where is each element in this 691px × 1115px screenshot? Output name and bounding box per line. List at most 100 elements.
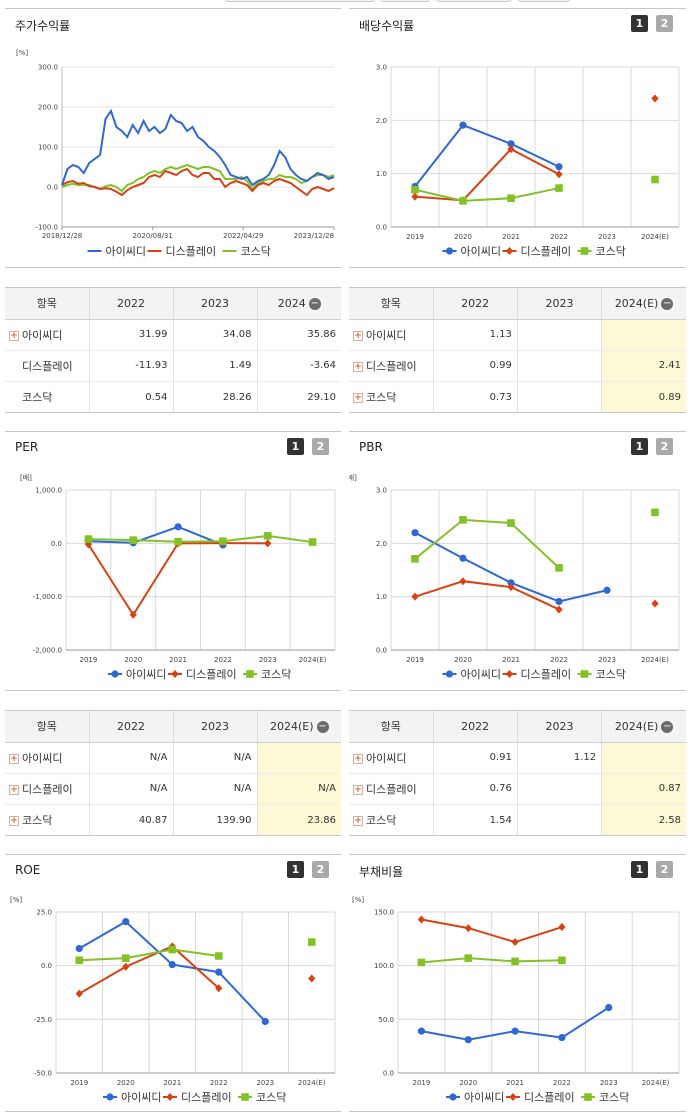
legend-label-kosdaq: 코스닥 xyxy=(599,1091,629,1104)
top-button-1[interactable] xyxy=(225,0,375,2)
toggle-2-button[interactable]: 2 xyxy=(312,861,329,878)
series-kosdaq xyxy=(411,508,659,572)
plus-icon[interactable]: + xyxy=(9,816,19,827)
data-point-display xyxy=(308,974,316,983)
plus-icon[interactable]: + xyxy=(353,361,363,372)
toggle-1-button[interactable]: 1 xyxy=(631,861,648,878)
table-row: + 아이씨디 1.13 xyxy=(349,318,686,351)
plus-icon[interactable]: + xyxy=(9,784,19,795)
data-point-aidi xyxy=(459,554,467,562)
data-point-aidi xyxy=(507,579,515,587)
column-header-year: 2024(E) − xyxy=(601,711,686,743)
value-cell: 28.26 xyxy=(172,381,257,412)
value-cell: N/A xyxy=(88,741,173,774)
column-header-year: 2022 xyxy=(432,288,518,320)
data-point-kosdaq xyxy=(507,519,515,527)
per-panel: PER 1 2 [배] 1,000.0 0.0 -1,000.0 -2,000.0 201… xyxy=(5,431,341,691)
data-point-kosdaq xyxy=(459,197,467,205)
x-tick-label: 2022 xyxy=(214,656,232,664)
toggle-1-button[interactable]: 1 xyxy=(631,15,648,32)
x-tick-label: 2020 xyxy=(117,1079,135,1087)
data-point-aidi xyxy=(122,918,130,926)
y-tick-label: 0.0 xyxy=(376,647,387,655)
data-point-aidi xyxy=(558,1033,566,1042)
header-label: 2022 xyxy=(117,719,145,733)
data-point-kosdaq xyxy=(263,532,272,540)
row-label-cell: + 디스플레이 xyxy=(5,772,89,805)
x-tick-label: 2023 xyxy=(598,233,616,241)
top-button-3[interactable] xyxy=(436,0,512,2)
collapse-icon[interactable]: − xyxy=(308,297,321,310)
data-point-display xyxy=(464,924,472,933)
collapse-icon[interactable]: − xyxy=(661,297,674,310)
column-header-item: 항목 xyxy=(349,711,433,743)
data-point-kosdaq xyxy=(507,194,515,202)
plus-icon[interactable]: + xyxy=(9,330,19,341)
y-tick-label: 200.0 xyxy=(38,104,58,112)
legend-label-aidi: 아이씨디 xyxy=(461,668,501,681)
value-cell: 34.08 xyxy=(172,318,257,351)
toggle-1-button[interactable]: 1 xyxy=(631,438,648,455)
column-header-year: 2023 xyxy=(172,711,257,743)
data-point-aidi xyxy=(603,586,611,594)
x-tick-label: 2021 xyxy=(502,233,520,241)
row-label-cell: + 아이씨디 xyxy=(5,318,89,351)
toggle-2-button[interactable]: 2 xyxy=(656,438,673,455)
plus-icon[interactable]: + xyxy=(353,753,363,764)
value-cell: 1.49 xyxy=(172,349,257,382)
series-kosdaq xyxy=(411,175,659,205)
x-tick-label: 2019 xyxy=(70,1079,88,1087)
x-tick-label: 2023 xyxy=(256,1079,274,1087)
row-label: 디스플레이 xyxy=(366,782,417,796)
table-row: + 코스닥 0.73 0.89 xyxy=(349,381,686,412)
legend: 아이씨디 디스플레이 코스닥 xyxy=(446,1091,629,1104)
y-tick-label: 50.0 xyxy=(378,1016,394,1024)
top-button-4[interactable] xyxy=(518,0,570,2)
data-point-display xyxy=(459,577,467,586)
series-line-aidi xyxy=(61,108,335,187)
row-label-cell: + 아이씨디 xyxy=(349,318,433,351)
data-point-kosdaq xyxy=(651,175,659,184)
plus-icon[interactable]: + xyxy=(353,816,363,827)
toggle-1-button[interactable]: 1 xyxy=(287,861,304,878)
x-tick-label: 2023/12/28 xyxy=(294,232,334,240)
legend-marker-display xyxy=(505,670,514,678)
value-cell: 40.87 xyxy=(88,804,173,835)
y-tick-label: -1,000.0 xyxy=(33,593,62,601)
panel-title: 부채비율 xyxy=(359,865,404,879)
plus-icon[interactable]: + xyxy=(353,784,363,795)
collapse-icon[interactable]: − xyxy=(661,720,674,733)
top-button-2[interactable] xyxy=(380,0,430,2)
data-point-kosdaq xyxy=(555,184,563,192)
collapse-icon[interactable]: − xyxy=(316,720,329,733)
legend-label-kosdaq: 코스닥 xyxy=(256,1091,286,1104)
per-chart: [배]1,000.0 0.0 -1,000.0 -2,000.0 2019 2020 202… xyxy=(20,473,336,681)
data-point-aidi xyxy=(174,523,182,531)
header-label: 2024(E) xyxy=(614,719,659,733)
table-row: + 코스닥 1.54 2.58 xyxy=(349,804,686,835)
row-label-cell: + 아이씨디 xyxy=(349,741,433,774)
row-label-cell: + 디스플레이 xyxy=(349,349,433,382)
value-cell: -3.64 xyxy=(256,349,341,382)
row-label: 아이씨디 xyxy=(22,328,63,342)
column-header-year: 2022 xyxy=(88,711,173,743)
dividend-chart: 3.0 2.0 1.0 0.0 2019 2020 2021 2022 2023 2024(E) 아… xyxy=(376,64,680,258)
toggle-2-button[interactable]: 2 xyxy=(656,15,673,32)
roe-chart: [%] 25.0 0.0 -25.0 -50.0 2019 2020 2021 2022 2023… xyxy=(10,896,336,1104)
toggle-1-button[interactable]: 1 xyxy=(287,438,304,455)
value-cell: 139.90 xyxy=(172,804,257,835)
toggle-2-button[interactable]: 2 xyxy=(656,861,673,878)
data-point-aidi xyxy=(411,529,419,537)
plus-icon[interactable]: + xyxy=(353,393,363,404)
data-point-aidi xyxy=(459,121,467,129)
data-point-aidi xyxy=(75,944,83,953)
plus-icon[interactable]: + xyxy=(353,330,363,341)
plus-icon[interactable]: + xyxy=(9,753,19,764)
data-point-display xyxy=(129,610,137,619)
data-point-display xyxy=(555,170,563,179)
data-point-kosdaq xyxy=(168,945,177,954)
column-header-item: 항목 xyxy=(349,288,433,320)
toggle-2-button[interactable]: 2 xyxy=(312,438,329,455)
legend-label-aidi: 아이씨디 xyxy=(464,1091,504,1104)
